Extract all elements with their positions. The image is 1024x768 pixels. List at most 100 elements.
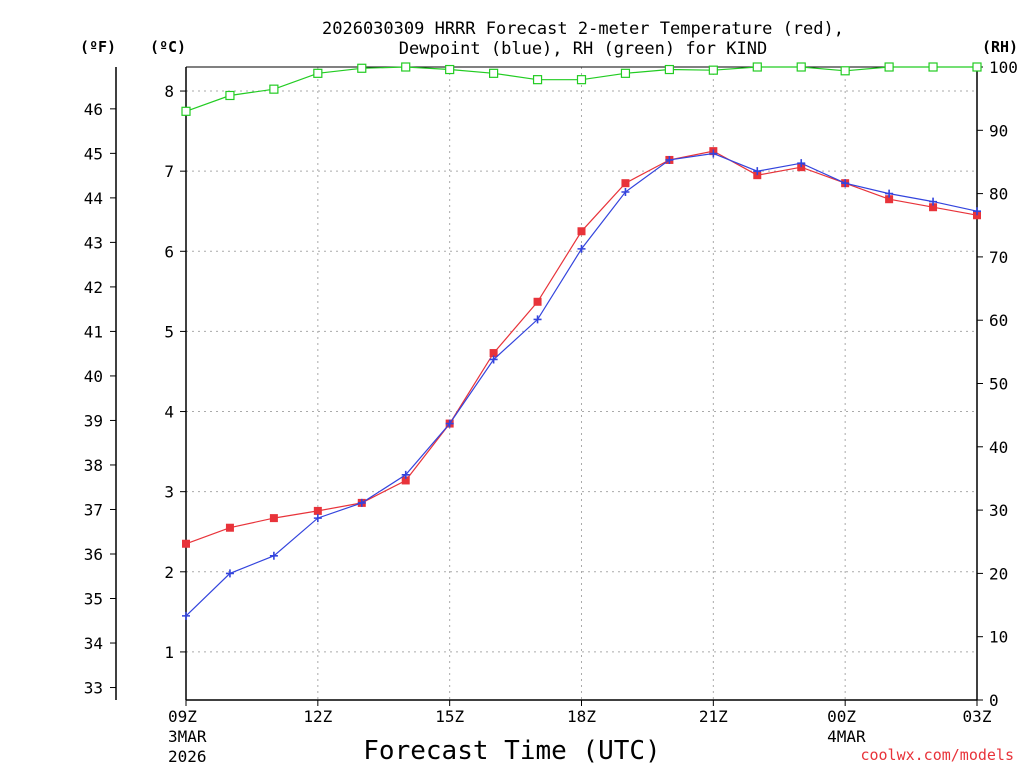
rh-tick-label-30: 30 <box>989 501 1008 520</box>
dewpoint-point-11 <box>665 155 674 164</box>
fahrenheit-tick-label-36: 36 <box>84 545 103 564</box>
chart-title-line2: Dewpoint (blue), RH (green) for KIND <box>399 39 767 59</box>
dewpoint-point-5 <box>401 470 410 479</box>
dewpoint-point-2 <box>269 551 278 560</box>
fahrenheit-tick-label-44: 44 <box>84 189 103 208</box>
gridlines <box>186 67 977 700</box>
x-tick-sublabel-4MAR: 4MAR <box>827 727 866 746</box>
rh-point-16 <box>884 62 894 72</box>
rh-point-18 <box>972 62 982 72</box>
celsius-tick-label-6: 6 <box>164 242 174 261</box>
fahrenheit-tick-label-43: 43 <box>84 233 103 252</box>
x-tick-label-03Z: 03Z <box>963 707 992 726</box>
dewpoint-point-4 <box>357 498 366 507</box>
rh-point-13 <box>752 62 762 72</box>
dewpoint-point-6 <box>445 419 454 428</box>
temperature-point-1 <box>225 523 234 532</box>
celsius-tick-label-8: 8 <box>164 82 174 101</box>
temperature-point-5 <box>401 476 410 485</box>
x-tick-label-09Z: 09Z <box>168 707 197 726</box>
fahrenheit-tick-label-33: 33 <box>84 679 103 698</box>
temperature-point-10 <box>621 179 630 188</box>
fahrenheit-tick-label-45: 45 <box>84 144 103 163</box>
fahrenheit-tick-label-35: 35 <box>84 590 103 609</box>
rh-point-3 <box>313 68 323 78</box>
x-tick-label-18Z: 18Z <box>567 707 596 726</box>
series-layer <box>181 62 982 620</box>
rh-tick-label-40: 40 <box>989 438 1008 457</box>
dewpoint-point-9 <box>577 244 586 253</box>
rh-tick-label-80: 80 <box>989 185 1008 204</box>
x-tick-label-12Z: 12Z <box>303 707 332 726</box>
fahrenheit-tick-label-38: 38 <box>84 456 103 475</box>
dewpoint-point-7 <box>489 355 498 364</box>
temperature-point-0 <box>182 539 190 548</box>
dewpoint-line <box>185 152 978 617</box>
rh-point-9 <box>576 75 587 85</box>
celsius-tick-label-3: 3 <box>164 483 174 502</box>
rh-point-11 <box>664 64 674 75</box>
fahrenheit-axis-label: (ºF) <box>80 38 116 56</box>
celsius-tick-label-5: 5 <box>164 322 174 341</box>
dewpoint-point-1 <box>225 569 234 578</box>
rh-tick-label-50: 50 <box>989 375 1008 394</box>
temperature-point-17 <box>929 203 938 212</box>
rh-tick-label-90: 90 <box>989 121 1008 140</box>
temperature-point-13 <box>753 171 762 180</box>
fahrenheit-tick-label-42: 42 <box>84 278 103 297</box>
fahrenheit-tick-label-34: 34 <box>84 634 103 653</box>
x-tick-label-21Z: 21Z <box>699 707 728 726</box>
celsius-axis-label: (ºC) <box>150 38 186 56</box>
rh-tick-label-20: 20 <box>989 564 1008 583</box>
rh-point-8 <box>532 75 543 85</box>
fahrenheit-tick-label-40: 40 <box>84 367 103 386</box>
dewpoint-point-14 <box>797 159 806 168</box>
temperature-point-18 <box>973 211 981 220</box>
x-tick-sublabel-2026: 2026 <box>168 747 207 766</box>
rh-point-7 <box>489 68 499 78</box>
dewpoint-point-13 <box>753 167 762 176</box>
temperature-point-3 <box>313 506 322 515</box>
dewpoint-point-3 <box>313 514 322 523</box>
dewpoint-point-18 <box>973 207 981 216</box>
celsius-tick-label-1: 1 <box>164 643 174 662</box>
dewpoint-point-12 <box>709 149 718 158</box>
dewpoint-point-17 <box>929 197 938 206</box>
temperature-point-14 <box>797 163 806 172</box>
rh-point-0 <box>181 106 191 116</box>
rh-point-1 <box>225 90 235 101</box>
x-axis-title: Forecast Time (UTC) <box>363 736 660 766</box>
fahrenheit-tick-label-37: 37 <box>84 500 103 519</box>
credit-text: coolwx.com/models <box>860 746 1014 764</box>
fahrenheit-tick-label-39: 39 <box>84 411 103 430</box>
axes: 1234567833343536373839404142434445460102… <box>84 58 1018 766</box>
rh-point-5 <box>401 62 411 72</box>
celsius-tick-label-4: 4 <box>164 403 174 422</box>
x-tick-label-00Z: 00Z <box>827 707 856 726</box>
temperature-line <box>185 150 978 545</box>
rh-point-12 <box>708 65 718 75</box>
rh-point-4 <box>357 63 367 73</box>
rh-point-2 <box>269 84 279 94</box>
rh-tick-label-100: 100 <box>989 58 1018 77</box>
rh-point-15 <box>840 66 850 76</box>
x-tick-label-15Z: 15Z <box>435 707 464 726</box>
fahrenheit-tick-label-46: 46 <box>84 100 103 119</box>
celsius-tick-label-2: 2 <box>164 563 174 582</box>
rh-tick-label-60: 60 <box>989 311 1008 330</box>
rh-point-10 <box>620 68 631 78</box>
rh-point-14 <box>796 62 806 72</box>
temperature-point-2 <box>269 514 278 523</box>
rh-point-17 <box>928 62 938 72</box>
temperature-point-9 <box>577 227 586 236</box>
rh-point-6 <box>445 64 455 75</box>
dewpoint-point-16 <box>885 189 894 198</box>
dewpoint-point-8 <box>533 315 542 324</box>
dewpoint-point-0 <box>182 611 190 620</box>
celsius-tick-label-7: 7 <box>164 162 174 181</box>
temperature-point-16 <box>885 195 894 204</box>
rh-axis-label: (RH) <box>982 38 1018 56</box>
rh-tick-label-0: 0 <box>989 691 999 710</box>
fahrenheit-tick-label-41: 41 <box>84 322 103 341</box>
